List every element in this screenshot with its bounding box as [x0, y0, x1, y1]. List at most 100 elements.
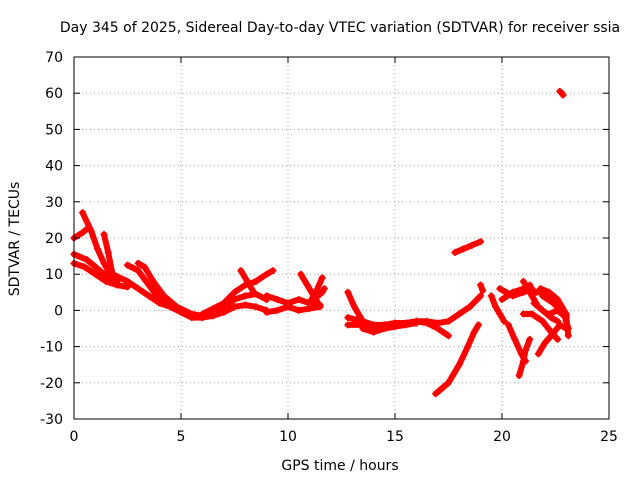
data-point-marker: [269, 267, 277, 275]
data-point-marker: [464, 343, 472, 351]
data-point-marker: [250, 288, 258, 296]
data-point-marker: [109, 270, 117, 278]
data-point-marker: [519, 357, 527, 365]
data-point-marker: [237, 267, 245, 275]
data-point-marker: [344, 288, 352, 296]
y-tick-label: 20: [45, 231, 63, 247]
series-trace-12: [263, 303, 324, 316]
y-tick-label: -30: [40, 412, 63, 428]
y-tick-label: 40: [45, 159, 63, 175]
data-point-marker: [528, 292, 536, 300]
data-point-marker: [350, 303, 358, 311]
data-point-marker: [100, 259, 108, 267]
data-point-marker: [559, 91, 567, 99]
data-point-marker: [496, 285, 504, 293]
data-point-marker: [370, 321, 378, 329]
data-point-marker: [554, 335, 562, 343]
data-point-marker: [479, 286, 487, 294]
x-tick-label: 20: [493, 429, 511, 445]
data-point-marker: [314, 299, 322, 307]
data-point-marker: [198, 310, 206, 318]
data-point-marker: [539, 306, 547, 314]
data-point-marker: [344, 321, 352, 329]
data-point-marker: [124, 261, 131, 269]
data-point-marker: [124, 277, 131, 285]
data-point-marker: [519, 310, 527, 318]
data-point-marker: [83, 256, 91, 264]
data-point-marker: [100, 230, 108, 238]
data-point-marker: [445, 332, 452, 340]
series-trace-35: [546, 307, 572, 339]
data-point-marker: [145, 292, 153, 300]
data-point-marker: [498, 296, 506, 304]
data-point-marker: [252, 277, 260, 285]
data-point-marker: [562, 314, 570, 322]
data-point-marker: [554, 306, 562, 314]
data-point-marker: [104, 274, 112, 282]
data-point-marker: [556, 321, 564, 329]
data-point-marker: [477, 281, 485, 289]
series-trace-23: [488, 292, 508, 325]
data-point-marker: [263, 308, 271, 316]
data-point-marker: [188, 310, 196, 318]
data-point-marker: [526, 335, 534, 343]
x-tick-label: 25: [600, 429, 618, 445]
axes: 0 5 10 15 20 25 -30 -20 -10 0 10 20 30 40 50 60 70: [40, 50, 618, 445]
data-point-marker: [545, 288, 553, 296]
data-point-marker: [160, 292, 168, 300]
series-trace-21: [451, 238, 484, 256]
data-point-marker: [487, 292, 495, 300]
data-point-marker: [318, 288, 326, 296]
data-point-marker: [528, 310, 536, 318]
data-point-marker: [359, 325, 367, 332]
y-tick-label: 50: [45, 122, 63, 138]
data-point-marker: [220, 299, 228, 307]
data-point-marker: [87, 227, 95, 235]
data-point-marker: [303, 281, 311, 289]
series-trace-27: [520, 278, 540, 307]
data-point-marker: [141, 263, 149, 271]
data-point-marker: [445, 379, 452, 387]
data-point-marker: [534, 350, 542, 358]
y-axis-label: SDTVAR / TECUs: [7, 182, 23, 297]
data-point-marker: [412, 319, 420, 327]
data-point-marker: [496, 310, 504, 318]
data-point-marker: [94, 245, 102, 253]
data-point-marker: [432, 390, 440, 398]
data-point-marker: [477, 292, 485, 300]
y-tick-label: 30: [45, 195, 63, 211]
data-point-marker: [295, 306, 303, 314]
data-point-marker: [455, 310, 463, 318]
data-point-marker: [305, 299, 313, 307]
data-point-marker: [509, 288, 517, 296]
data-point-marker: [241, 301, 249, 309]
data-point-marker: [470, 328, 478, 336]
data-point-marker: [96, 267, 104, 275]
data-point-marker: [434, 325, 442, 332]
data-point-marker: [445, 317, 452, 325]
data-point-marker: [297, 270, 305, 278]
grid: [74, 57, 609, 419]
x-axis-label: GPS time / hours: [281, 458, 398, 474]
data-point-marker: [477, 238, 485, 246]
data-point-marker: [263, 292, 271, 300]
y-tick-label: 70: [45, 50, 63, 66]
data-point-marker: [455, 361, 463, 369]
series-trace-26: [516, 336, 533, 379]
data-point-marker: [231, 303, 238, 311]
data-point-marker: [474, 321, 482, 329]
data-point-marker: [391, 323, 399, 331]
data-point-marker: [451, 248, 459, 256]
data-point-marker: [252, 303, 260, 311]
data-point-marker: [134, 267, 142, 275]
data-point-marker: [284, 303, 292, 311]
data-point-marker: [134, 259, 142, 267]
data-point-marker: [541, 339, 549, 347]
data-point-marker: [81, 263, 89, 271]
data-point-marker: [149, 277, 157, 285]
series-trace-20: [432, 321, 482, 397]
data-point-marker: [79, 229, 87, 237]
data-point-marker: [547, 328, 555, 336]
data-point-marker: [91, 270, 99, 278]
